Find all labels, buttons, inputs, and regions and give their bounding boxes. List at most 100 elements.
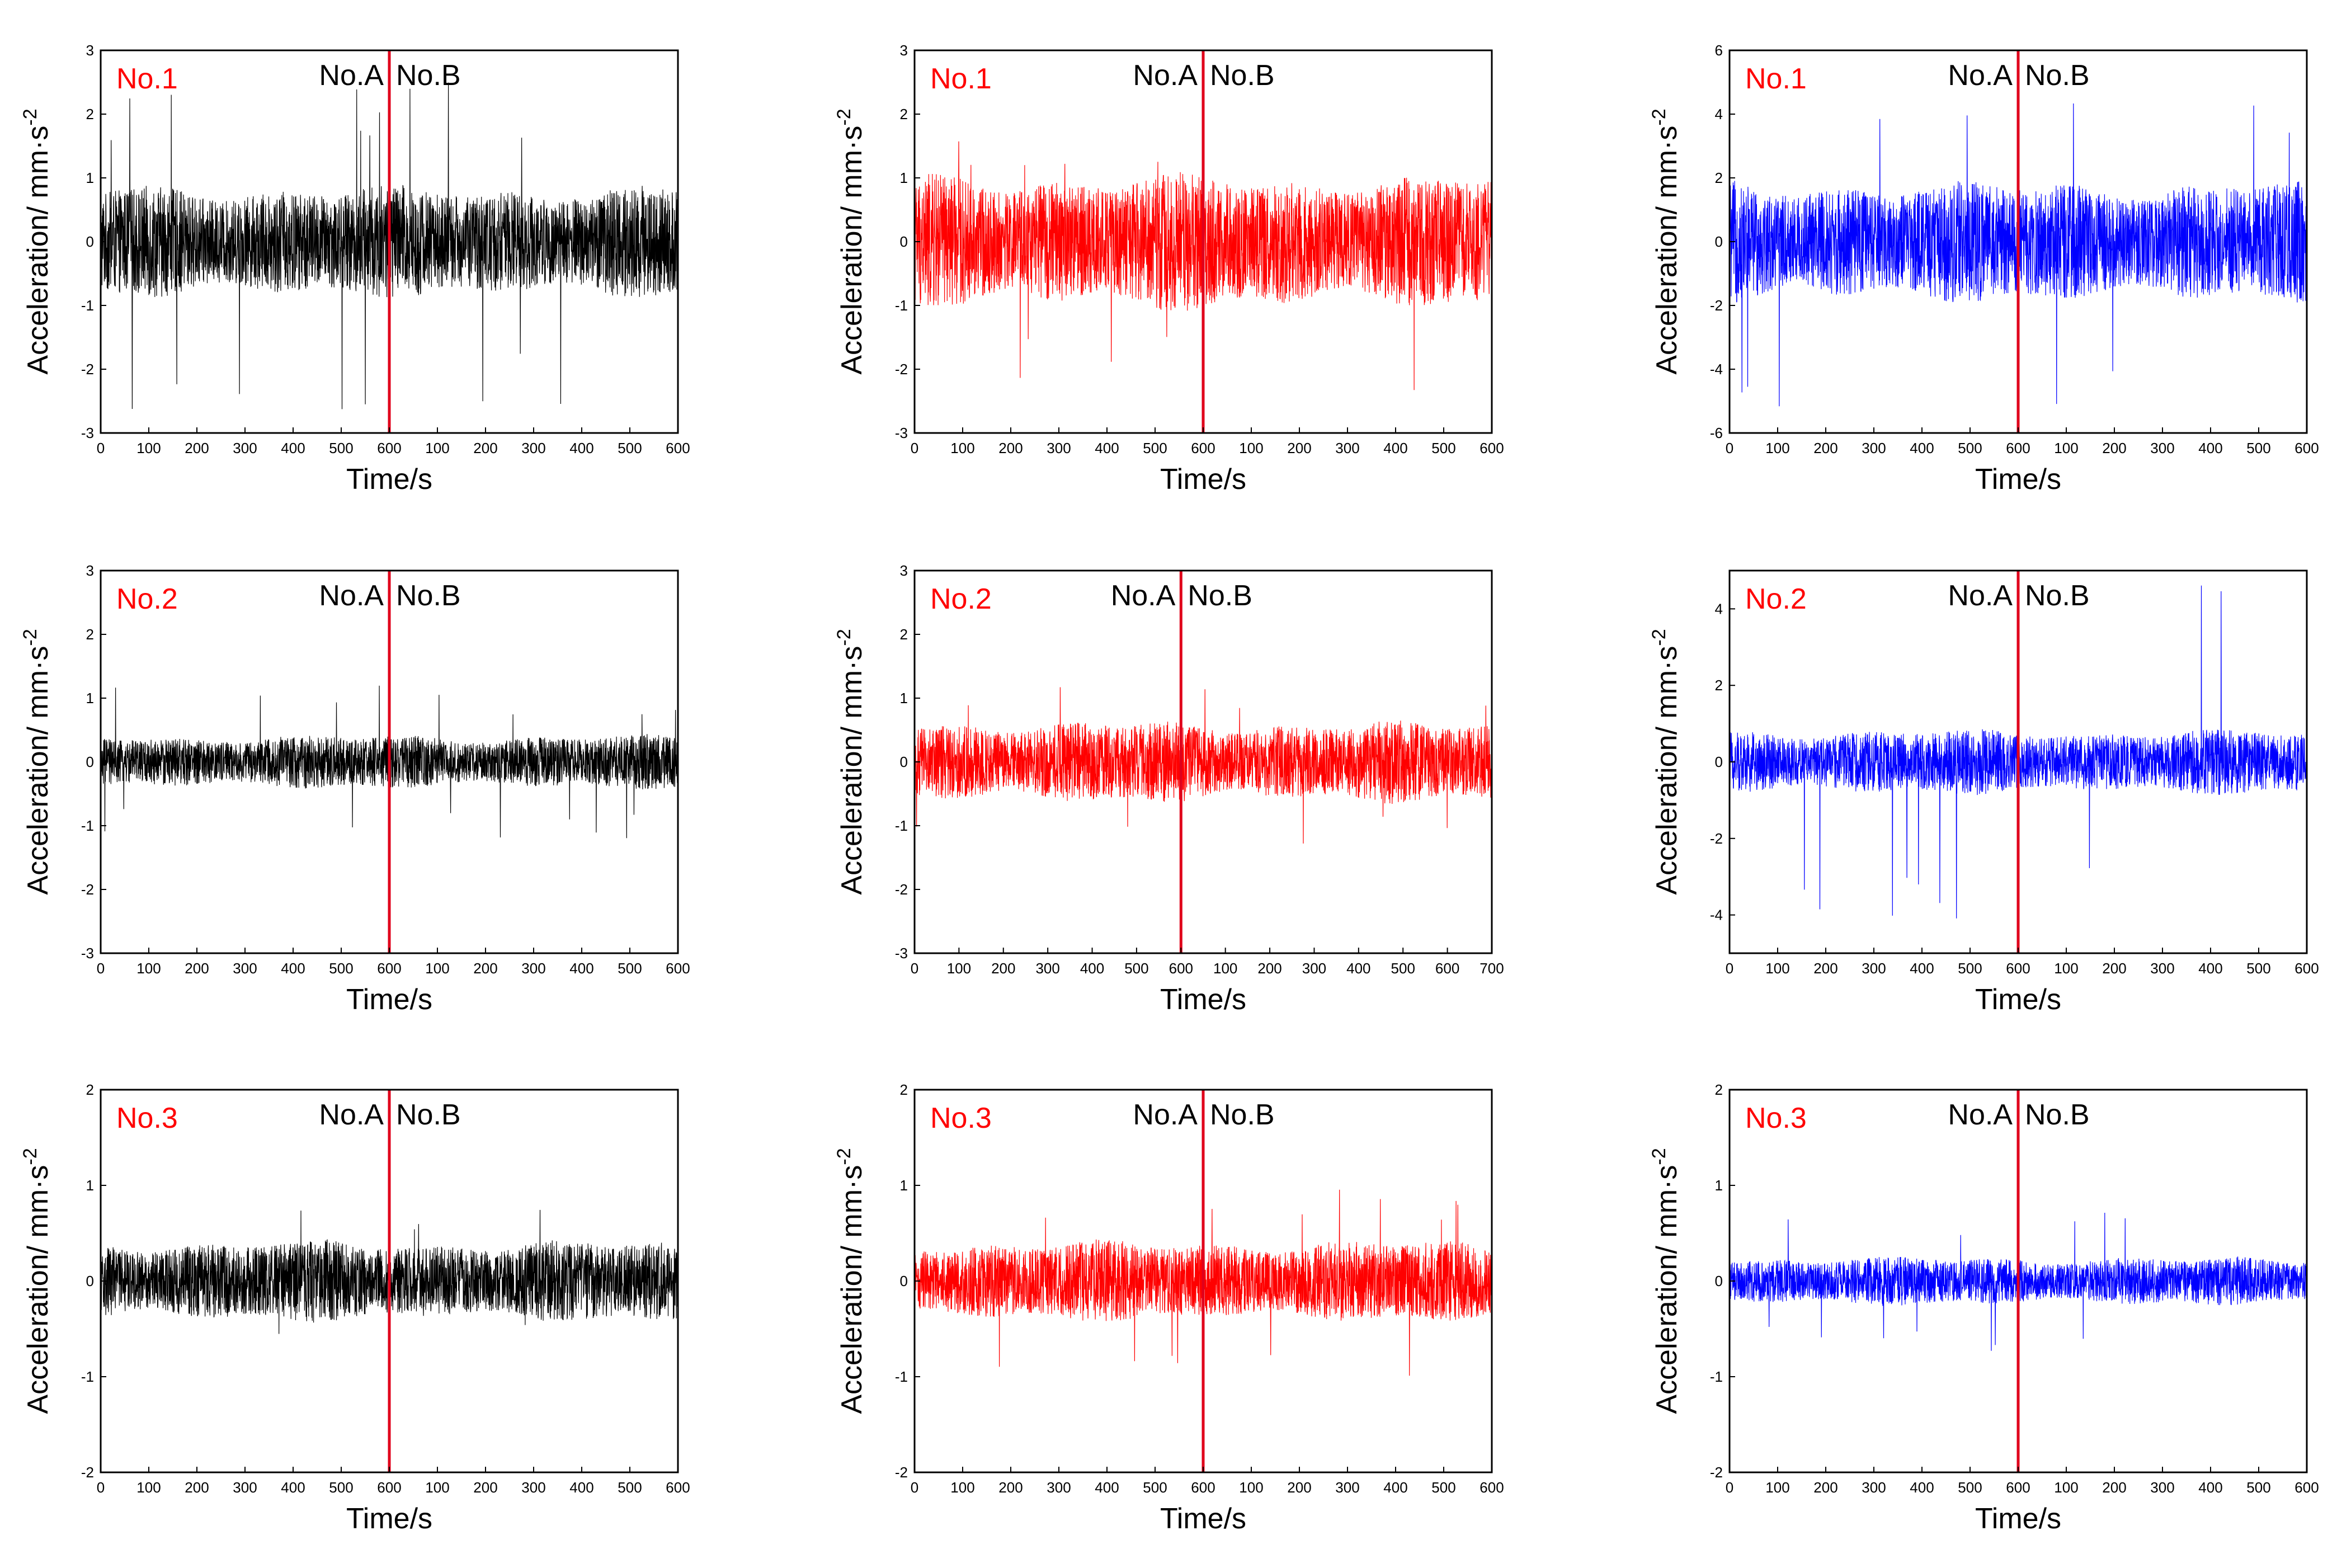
y-axis-title: Acceleration/ mm·s-2 — [833, 629, 868, 894]
y-tick-label: -1 — [895, 1368, 908, 1385]
x-tick-label: 100 — [947, 960, 971, 977]
x-tick-label: 100 — [136, 440, 161, 456]
x-tick-label: 500 — [329, 1479, 353, 1496]
y-axis-title: Acceleration/ mm·s-2 — [1648, 1148, 1683, 1414]
y-tick-label: 2 — [86, 106, 94, 123]
x-tick-label: 200 — [998, 1479, 1023, 1496]
x-tick-label: 200 — [2102, 960, 2126, 977]
y-axis-title: Acceleration/ mm·s-2 — [20, 629, 54, 894]
x-tick-label: 100 — [425, 440, 449, 456]
chart-panel-1: -3 -2 -1 0 1 2 3 0 100 200 300 400 500 600 100 200 300 40… — [20, 42, 690, 496]
y-tick-label: 2 — [1715, 169, 1723, 186]
x-tick-label: 100 — [1239, 440, 1263, 456]
x-tick-label: 400 — [569, 960, 593, 977]
chart-panel-6: -4 -2 0 2 4 0 100 200 300 400 500 600 100 200 300 400 50… — [1648, 569, 2319, 1016]
y-tick-label: -3 — [81, 425, 94, 441]
y-tick-label: 2 — [1715, 1081, 1723, 1098]
panel-label: No.3 — [1745, 1102, 1807, 1134]
x-tick-label: 200 — [2102, 1479, 2126, 1496]
panel-label: No.1 — [116, 63, 178, 95]
x-tick-label: 400 — [1910, 440, 1934, 456]
y-tick-label: -3 — [895, 945, 908, 962]
x-tick-label: 300 — [1862, 440, 1886, 456]
segment-label-b: No.B — [2025, 1099, 2090, 1131]
x-tick-label: 300 — [521, 960, 545, 977]
x-tick-label: 100 — [950, 1479, 974, 1496]
x-tick-label: 100 — [2054, 440, 2078, 456]
x-axis-title: Time/s — [1975, 1503, 2061, 1535]
x-tick-label: 200 — [1813, 440, 1837, 456]
x-tick-label: 200 — [185, 1479, 209, 1496]
chart-panel-4: -3 -2 -1 0 1 2 3 0 100 200 300 400 500 600 100 200 300 40… — [20, 562, 690, 1016]
segment-label-a: No.A — [319, 1099, 384, 1131]
y-tick-label: 2 — [86, 1081, 94, 1098]
x-tick-label: 200 — [1813, 960, 1837, 977]
x-tick-label: 0 — [911, 960, 918, 977]
x-tick-label: 600 — [1480, 440, 1504, 456]
y-tick-label: 1 — [86, 690, 94, 707]
x-tick-label: 200 — [991, 960, 1015, 977]
chart-panel-9: -2 -1 0 1 2 0 100 200 300 400 500 600 100 200 300 400 50… — [1648, 1081, 2319, 1535]
x-tick-label: 600 — [1191, 440, 1215, 456]
x-tick-label: 0 — [97, 960, 105, 977]
chart-panel-5: -3 -2 -1 0 1 2 3 0 100 200 300 400 500 600 100 200 300 40… — [833, 562, 1504, 1016]
x-tick-label: 200 — [185, 960, 209, 977]
x-tick-label: 100 — [136, 1479, 161, 1496]
y-tick-label: 0 — [900, 754, 908, 770]
x-tick-label: 500 — [1124, 960, 1148, 977]
x-tick-label: 100 — [2054, 960, 2078, 977]
x-tick-label: 0 — [97, 1479, 105, 1496]
y-axis-title: Acceleration/ mm·s-2 — [1648, 629, 1683, 894]
y-tick-label: -2 — [81, 1464, 94, 1481]
y-tick-label: -1 — [1710, 1368, 1723, 1385]
x-tick-label: 400 — [569, 440, 593, 456]
x-tick-label: 400 — [1383, 1479, 1407, 1496]
x-tick-label: 100 — [950, 440, 974, 456]
x-tick-label: 400 — [2198, 1479, 2222, 1496]
x-tick-label: 600 — [666, 960, 690, 977]
x-tick-label: 400 — [1910, 1479, 1934, 1496]
segment-label-a: No.A — [319, 59, 384, 92]
chart-panel-7: -2 -1 0 1 2 0 100 200 300 400 500 600 100 200 300 400 50… — [20, 1081, 690, 1535]
x-tick-label: 500 — [1391, 960, 1415, 977]
x-tick-label: 300 — [2150, 440, 2174, 456]
segment-label-a: No.A — [1133, 59, 1198, 92]
y-tick-label: -2 — [895, 881, 908, 898]
x-tick-label: 200 — [473, 440, 497, 456]
y-tick-label: -2 — [895, 1464, 908, 1481]
segment-label-b: No.B — [1188, 580, 1252, 612]
x-tick-label: 400 — [281, 1479, 305, 1496]
x-tick-label: 600 — [2006, 960, 2030, 977]
y-tick-label: 2 — [1715, 677, 1723, 694]
x-tick-label: 500 — [1958, 960, 1982, 977]
x-axis-title: Time/s — [1975, 463, 2061, 496]
x-tick-label: 100 — [425, 1479, 449, 1496]
x-tick-label: 100 — [1765, 1479, 1789, 1496]
y-tick-label: -2 — [1710, 1464, 1723, 1481]
x-tick-label: 500 — [329, 440, 353, 456]
x-tick-label: 300 — [1302, 960, 1326, 977]
y-tick-label: 0 — [1715, 1273, 1723, 1289]
segment-label-a: No.A — [1111, 580, 1176, 612]
x-tick-label: 500 — [1958, 1479, 1982, 1496]
x-tick-label: 500 — [1958, 440, 1982, 456]
x-tick-label: 0 — [1726, 960, 1733, 977]
y-tick-label: 2 — [86, 626, 94, 643]
x-tick-label: 500 — [1143, 440, 1167, 456]
x-tick-label: 300 — [1335, 440, 1359, 456]
y-tick-label: -1 — [81, 297, 94, 314]
x-tick-label: 300 — [521, 1479, 545, 1496]
x-tick-label: 500 — [2246, 1479, 2270, 1496]
x-tick-label: 600 — [666, 440, 690, 456]
x-tick-label: 600 — [1435, 960, 1459, 977]
y-tick-label: 1 — [1715, 1177, 1723, 1194]
panel-label: No.2 — [116, 583, 178, 615]
x-tick-label: 600 — [1169, 960, 1193, 977]
x-tick-label: 100 — [1765, 960, 1789, 977]
segment-label-b: No.B — [396, 1099, 461, 1131]
y-tick-label: -1 — [895, 297, 908, 314]
x-axis-title: Time/s — [1160, 463, 1246, 496]
x-tick-label: 200 — [1287, 440, 1311, 456]
y-tick-label: 1 — [900, 1177, 908, 1194]
y-axis-title: Acceleration/ mm·s-2 — [20, 109, 54, 374]
